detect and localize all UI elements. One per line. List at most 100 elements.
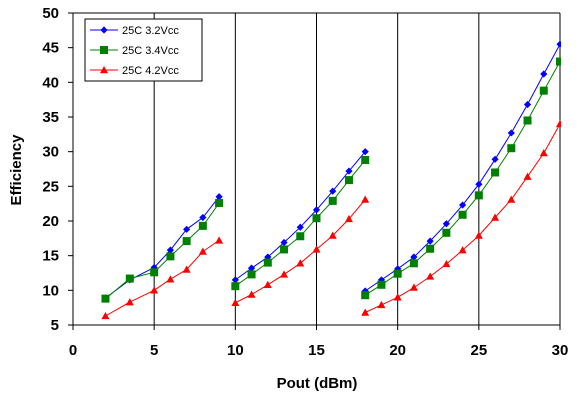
data-point — [539, 86, 548, 95]
x-tick-label: 10 — [227, 342, 244, 359]
data-point — [442, 228, 451, 237]
data-point — [263, 258, 272, 267]
data-point — [247, 290, 256, 298]
data-point — [166, 252, 175, 261]
x-tick-label: 0 — [69, 342, 77, 359]
data-point — [475, 180, 483, 188]
data-point — [556, 57, 561, 66]
x-tick-label: 5 — [150, 342, 158, 359]
data-point — [215, 198, 224, 207]
x-tick-label: 30 — [552, 342, 569, 359]
data-point — [312, 245, 321, 253]
data-point — [198, 221, 207, 230]
data-point — [312, 214, 321, 223]
data-point — [507, 144, 516, 153]
data-point — [280, 270, 289, 278]
y-tick-label: 45 — [42, 40, 59, 57]
y-tick-label: 25 — [42, 178, 59, 195]
y-tick-label: 5 — [51, 317, 59, 334]
series-3 — [101, 119, 561, 320]
data-point — [474, 231, 483, 239]
data-point — [125, 274, 134, 283]
data-point — [393, 269, 402, 278]
data-point — [166, 246, 174, 254]
y-tick-label: 30 — [42, 144, 59, 161]
data-point — [247, 270, 256, 279]
data-point — [312, 206, 321, 214]
data-point — [263, 280, 272, 288]
y-tick-label: 50 — [42, 5, 59, 22]
data-point — [199, 213, 207, 222]
data-point — [507, 195, 516, 203]
data-point — [507, 129, 515, 137]
y-tick-label: 40 — [42, 74, 59, 91]
y-tick-label: 35 — [42, 109, 59, 126]
x-tick-label: 15 — [308, 342, 325, 359]
data-point — [150, 286, 159, 294]
data-point — [125, 298, 134, 306]
data-point — [523, 172, 532, 180]
data-point — [150, 268, 159, 277]
data-point — [539, 149, 548, 157]
legend-swatch-marker — [100, 66, 108, 74]
data-point — [426, 237, 434, 245]
legend: 25C 3.2Vcc 25C 3.4Vcc 25C 4.2Vcc — [84, 18, 203, 82]
series-2 — [101, 57, 561, 303]
data-point — [394, 265, 402, 273]
axes — [68, 12, 561, 330]
data-point — [361, 291, 370, 300]
data-point — [410, 253, 418, 261]
data-point — [280, 245, 289, 254]
data-point — [361, 308, 370, 316]
data-point — [458, 210, 467, 219]
data-point — [183, 225, 191, 233]
series-layer — [101, 40, 561, 320]
data-point — [101, 311, 110, 320]
x-axis-title: Pout (dBm) — [277, 375, 358, 392]
data-point — [491, 168, 500, 177]
data-point — [280, 238, 288, 247]
data-point — [361, 155, 370, 164]
data-point — [491, 155, 499, 163]
y-tick-label: 10 — [42, 282, 59, 299]
x-tick-label: 20 — [389, 342, 406, 359]
data-point — [345, 167, 353, 175]
data-point — [409, 259, 418, 268]
data-point — [328, 231, 337, 239]
data-point — [556, 119, 561, 128]
y-tick-label: 15 — [42, 248, 59, 265]
data-point — [540, 70, 548, 78]
y-tick-label: 20 — [42, 213, 59, 230]
data-point — [182, 237, 191, 246]
data-point — [426, 272, 435, 280]
data-point — [296, 223, 304, 231]
series-1 — [101, 40, 561, 302]
data-point — [198, 247, 207, 255]
y-tick-labels: 5 10 15 20 25 30 35 40 45 50 — [42, 5, 59, 334]
data-point — [101, 294, 110, 303]
data-point — [247, 264, 256, 272]
data-point — [361, 195, 370, 203]
data-point — [296, 232, 305, 241]
legend-label: 25C 3.2Vcc — [122, 25, 179, 37]
data-point — [344, 214, 353, 223]
data-point — [377, 276, 386, 284]
legend-swatch-marker — [100, 46, 108, 54]
legend-label: 25C 3.4Vcc — [122, 45, 179, 57]
data-point — [377, 300, 386, 309]
data-point — [215, 193, 223, 201]
data-point — [393, 293, 402, 301]
data-point — [491, 213, 500, 221]
data-point — [182, 265, 191, 273]
data-point — [329, 187, 337, 195]
data-point — [426, 244, 435, 253]
data-point — [523, 100, 532, 109]
data-point — [361, 148, 369, 156]
data-point — [442, 259, 451, 268]
legend-swatch-marker — [100, 26, 108, 34]
data-point — [328, 196, 337, 205]
data-point — [231, 282, 240, 291]
data-point — [231, 276, 239, 284]
data-point — [556, 40, 561, 48]
